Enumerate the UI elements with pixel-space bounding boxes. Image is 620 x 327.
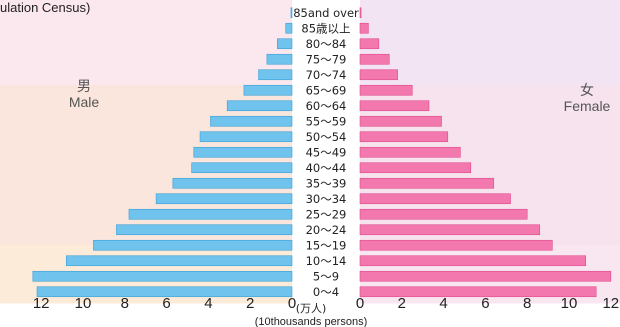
- female-bar: [359, 22, 369, 34]
- male-bar: [36, 286, 293, 298]
- female-label-jp: 女: [580, 82, 594, 98]
- female-bar: [359, 7, 362, 19]
- female-bar: [359, 84, 413, 96]
- age-group-label: 5〜9: [313, 269, 339, 283]
- age-group-label: 0〜4: [313, 285, 339, 299]
- unit-label-jp: (万人): [296, 302, 327, 315]
- age-group-label: 55〜59: [306, 114, 347, 128]
- age-group-label: 60〜64: [306, 99, 347, 113]
- x-tick-label-left: 4: [204, 295, 212, 312]
- unit-label-en: (10thousands persons): [255, 316, 368, 327]
- male-bar: [172, 177, 293, 189]
- female-bar: [359, 224, 541, 236]
- male-bar: [93, 239, 293, 251]
- female-bar: [359, 38, 380, 50]
- female-bar: [359, 239, 553, 251]
- male-bar: [210, 115, 293, 127]
- female-bar: [359, 286, 597, 298]
- male-bar: [290, 7, 293, 19]
- male-bar: [155, 193, 293, 205]
- x-tick-label-right: 10: [561, 295, 578, 312]
- age-group-label: 75〜79: [306, 52, 347, 66]
- female-bar: [359, 193, 511, 205]
- age-group-label: 20〜24: [306, 223, 347, 237]
- age-group-label: 70〜74: [306, 68, 347, 82]
- age-group-label: 85and over: [293, 6, 359, 20]
- male-bar: [226, 100, 293, 112]
- bg-band-left-top: [0, 0, 292, 85]
- age-group-label: 80〜84: [306, 37, 347, 51]
- x-tick-label-left: 10: [75, 295, 92, 312]
- male-bar: [193, 146, 293, 158]
- x-tick-label-right: 0: [356, 295, 364, 312]
- x-tick-label-left: 8: [121, 295, 129, 312]
- female-bar: [359, 177, 495, 189]
- male-label-jp: 男: [77, 78, 91, 94]
- age-group-label: 15〜19: [306, 238, 347, 252]
- female-bar: [359, 53, 390, 65]
- unit-labels: (万人) (10thousands persons): [255, 302, 368, 327]
- age-group-label: 30〜34: [306, 192, 347, 206]
- male-bar: [199, 131, 293, 143]
- male-bar: [277, 38, 293, 50]
- x-tick-label-left: 2: [246, 295, 254, 312]
- male-bar: [191, 162, 293, 174]
- bars-layer: [32, 7, 612, 298]
- female-bar: [359, 162, 472, 174]
- male-bar: [258, 69, 293, 81]
- x-tick-label-right: 4: [439, 295, 447, 312]
- female-bar: [359, 146, 461, 158]
- age-group-label: 45〜49: [306, 145, 347, 159]
- age-group-label: 65〜69: [306, 83, 347, 97]
- age-group-label: 50〜54: [306, 130, 347, 144]
- male-bar: [32, 270, 293, 282]
- female-bar: [359, 270, 612, 282]
- x-tick-label-right: 8: [523, 295, 531, 312]
- male-label-en: Male: [68, 94, 100, 110]
- female-bar: [359, 255, 587, 267]
- axis-tick-labels: 12 10 8 6 4 2 0 0 2 4 6 8 10 12: [33, 295, 619, 312]
- x-tick-label-left: 0: [288, 295, 296, 312]
- age-group-label: 35〜39: [306, 176, 347, 190]
- male-label: 男 Male: [62, 78, 106, 110]
- male-bar: [65, 255, 293, 267]
- female-bar: [359, 69, 398, 81]
- census-note: ulation Census): [0, 0, 91, 15]
- age-group-label: 10〜14: [306, 254, 347, 268]
- female-bar: [359, 115, 442, 127]
- x-tick-label-left: 6: [162, 295, 170, 312]
- male-bar: [116, 224, 293, 236]
- male-bar: [128, 208, 293, 220]
- age-group-label: 40〜44: [306, 161, 347, 175]
- male-bar: [285, 22, 293, 34]
- male-bar: [266, 53, 293, 65]
- x-tick-label-left: 12: [33, 295, 50, 312]
- age-group-label: 85歳以上: [301, 21, 350, 35]
- female-label-en: Female: [563, 98, 611, 114]
- female-label: 女 Female: [552, 82, 620, 114]
- female-bar: [359, 208, 528, 220]
- x-tick-label-right: 6: [481, 295, 489, 312]
- female-bar: [359, 100, 430, 112]
- x-tick-label-right: 2: [398, 295, 406, 312]
- x-tick-label-right: 12: [602, 295, 619, 312]
- female-bar: [359, 131, 449, 143]
- age-group-label: 25〜29: [306, 207, 347, 221]
- bg-band-right-top: [360, 0, 620, 85]
- male-bar: [243, 84, 293, 96]
